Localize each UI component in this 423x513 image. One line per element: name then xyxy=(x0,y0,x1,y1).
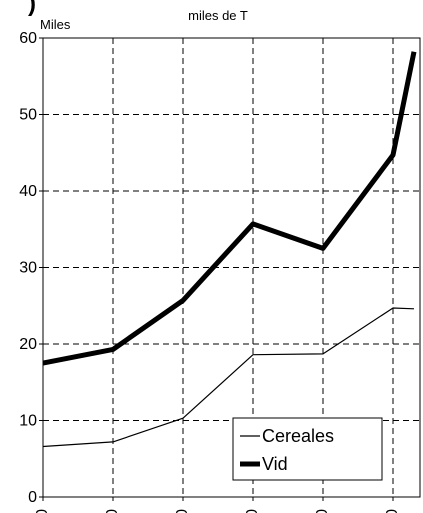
y-tick-label: 10 xyxy=(19,413,37,430)
y-tick-label: 20 xyxy=(19,336,37,353)
y-tick-label: 30 xyxy=(19,260,37,277)
y-tick-label: 60 xyxy=(19,30,37,47)
series-line-vid xyxy=(42,51,417,366)
series-lines xyxy=(42,51,417,448)
corner-mark: ) xyxy=(28,0,36,17)
x-tick-label: 0 xyxy=(104,509,121,513)
y-tick-label: 40 xyxy=(19,183,37,200)
x-tick-label: 0 xyxy=(384,509,401,513)
axes xyxy=(39,37,421,501)
y-tick-label: 50 xyxy=(19,107,37,124)
x-tick-label: 0 xyxy=(244,509,261,513)
legend-vid-label: Vid xyxy=(262,454,288,474)
x-tick-label: 0 xyxy=(34,509,51,513)
legend-box xyxy=(232,417,383,481)
y-tick-label: 0 xyxy=(28,489,37,506)
x-tick-label: 0 xyxy=(174,509,191,513)
x-tick-label: 0 xyxy=(314,509,331,513)
tick-labels: 0 10 20 30 40 50 60 0 0 0 0 0 0 xyxy=(19,30,401,513)
chart-title: miles de T xyxy=(188,8,248,23)
legend: Cereales Vid xyxy=(232,417,383,481)
legend-cereales-label: Cereales xyxy=(262,426,334,446)
y-axis-label: Miles xyxy=(40,17,71,32)
